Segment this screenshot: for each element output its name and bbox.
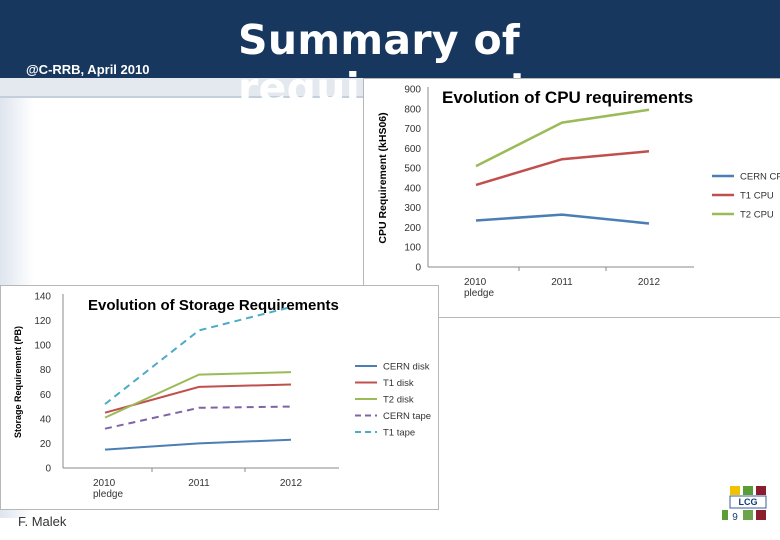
series-line-t2-disk <box>104 371 292 419</box>
y-tick-label: 120 <box>34 316 51 327</box>
x-tick-label-line: pledge <box>93 489 123 500</box>
y-tick-label: 400 <box>404 183 421 194</box>
x-tick-label-line: 2011 <box>551 277 573 288</box>
series-line-cern-disk <box>104 438 292 451</box>
page-number: 9 <box>732 512 738 523</box>
x-tick-label-line: pledge <box>464 288 494 299</box>
series-line-cern-tape <box>104 405 292 430</box>
y-tick-label: 500 <box>404 164 421 175</box>
x-tick-label: 2012 <box>638 277 661 288</box>
x-tick-label: 2011 <box>188 478 210 489</box>
lcg-logo-icon: LCG <box>722 486 767 520</box>
legend-label: T1 disk <box>383 378 414 389</box>
header-bar <box>0 0 780 78</box>
y-axis-label: CPU Requirement (kHS06) <box>377 112 389 243</box>
y-tick-label: 600 <box>404 144 421 155</box>
x-tick-label: 2010 pledge <box>93 478 123 500</box>
y-axis-label: Storage Requirement (PB) <box>13 326 23 438</box>
y-tick-label: 300 <box>404 203 421 214</box>
series-line-t1-cpu <box>475 150 650 187</box>
y-tick-label: 900 <box>404 85 421 96</box>
y-tick-label: 0 <box>415 263 421 274</box>
chart-title: Evolution of Storage Requirements <box>88 297 339 314</box>
series-line-t1-disk <box>104 383 292 414</box>
y-tick-label: 60 <box>40 390 52 401</box>
series-line-t2-cpu <box>475 108 650 168</box>
x-tick-label-line: 2012 <box>638 277 661 288</box>
legend-label: T1 tape <box>383 428 415 439</box>
x-tick-label: 2011 <box>551 277 573 288</box>
lcg-logo: LCG <box>722 486 768 522</box>
y-tick-label: 40 <box>40 414 52 425</box>
y-tick-label: 800 <box>404 104 421 115</box>
y-tick-label: 700 <box>404 124 421 135</box>
y-tick-label: 200 <box>404 223 421 234</box>
y-tick-label: 100 <box>404 243 421 254</box>
y-tick-label: 0 <box>45 464 51 475</box>
chart-title: Evolution of CPU requirements <box>442 88 693 107</box>
storage-chart-panel: Evolution of Storage Requirements Storage… <box>0 285 439 510</box>
y-tick-label: 20 <box>40 439 52 450</box>
cpu-chart-panel: Evolution of CPU requirements CPU Require… <box>363 78 780 318</box>
legend-label: CERN CPU <box>740 172 780 183</box>
y-tick-label: 100 <box>34 341 51 352</box>
legend-label: CERN disk <box>383 362 430 373</box>
legend-label: T2 CPU <box>740 210 774 221</box>
y-tick-label: 140 <box>34 292 51 303</box>
x-tick-label-line: 2012 <box>280 478 303 489</box>
legend-label: T2 disk <box>383 395 414 406</box>
x-tick-label-line: 2011 <box>188 478 210 489</box>
x-tick-label: 2012 <box>280 478 303 489</box>
x-tick-label: 2010 pledge <box>464 277 494 299</box>
storage-chart: Evolution of Storage Requirements Storage… <box>13 292 431 501</box>
legend-label: CERN tape <box>383 411 431 422</box>
series-line-cern-cpu <box>475 213 650 225</box>
author-footer: F. Malek <box>18 514 67 529</box>
svg-text:LCG: LCG <box>739 497 758 507</box>
y-tick-label: 80 <box>40 365 52 376</box>
x-tick-label-line: 2010 <box>464 277 487 288</box>
cpu-chart: Evolution of CPU requirements CPU Require… <box>377 85 780 300</box>
x-tick-label-line: 2010 <box>93 478 116 489</box>
event-tag: @C-RRB, April 2010 <box>26 62 150 77</box>
legend-label: T1 CPU <box>740 191 774 202</box>
series-line-t1-tape <box>104 306 292 405</box>
